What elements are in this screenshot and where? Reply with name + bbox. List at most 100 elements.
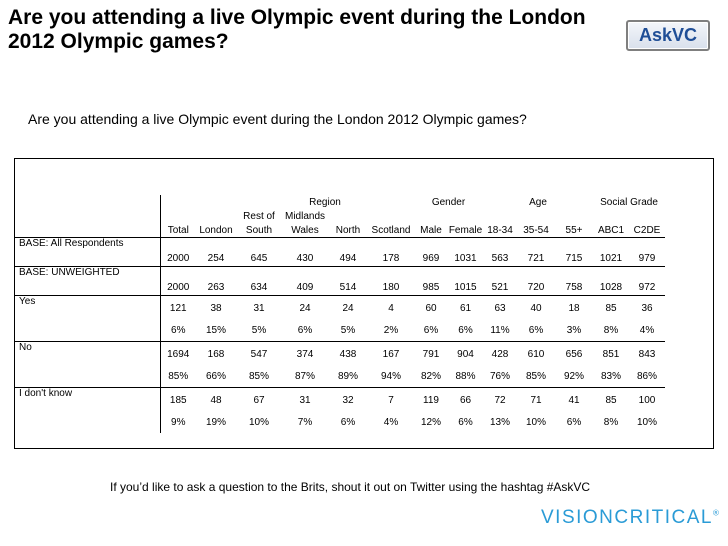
table-cell: 85% [525,371,546,382]
group-header-gender: Gender [431,196,466,208]
column-header-top [448,209,483,223]
row-label: BASE: UNWEIGHTED [15,266,161,296]
table-cell: 721 [517,237,555,267]
crosstab-table: Region Gender Age Social Grade Rest of Mi… [15,195,665,433]
table-cell: 4% [639,325,655,336]
table-cell: 2000 [160,266,196,296]
table-cell: 82% [420,371,441,382]
column-header-top [328,209,368,223]
table-cell: 94% [380,371,401,382]
column-header: Female [448,224,483,236]
column-header-top [483,209,517,223]
table-cell: 610 [517,341,555,366]
column-header: North [335,224,361,236]
askvc-badge: AskVC [626,20,710,51]
table-cell: 758 [555,266,593,296]
table-cell: 60 [414,295,448,320]
column-header: C2DE [633,224,661,236]
page-title: Are you attending a live Olympic event d… [8,6,586,53]
table-cell: 9% [171,417,186,428]
column-header: ABC1 [597,224,625,236]
column-header: London [199,224,233,236]
table-cell: 100 [629,387,665,412]
row-label: No [15,341,161,366]
column-header-top [517,209,555,223]
table-cell: 185 [160,387,196,412]
table-cell: 791 [414,341,448,366]
base-row-unweighted: BASE: UNWEIGHTED 2000 263 634 409 514 180 985 10… [15,266,665,296]
question-text: Are you attending a live Olympic event d… [28,111,527,127]
table-cell: 1031 [448,237,483,267]
table-cell: 12% [420,417,441,428]
table-cell: 494 [328,237,368,267]
table-cell: 438 [328,341,368,366]
table-cell: 6% [423,325,439,336]
table-cell: 563 [483,237,517,267]
table-cell: 92% [563,371,584,382]
table-cell: 31 [282,387,328,412]
column-header-top [629,209,665,223]
answer-row-percents: 6% 15% 5% 6% 5% 2% 6% 6% 11% 6% 3% 8% 4% [15,320,665,342]
table-cell: 6% [566,417,582,428]
answer-row-counts: Yes 121 38 31 24 24 4 60 61 63 40 18 85 36 [15,295,665,320]
table-cell: 89% [337,371,358,382]
table-cell: 1028 [593,266,629,296]
row-label [15,412,161,433]
crosstab-frame: Region Gender Age Social Grade Rest of Mi… [14,158,714,449]
table-cell: 38 [196,295,236,320]
table-cell: 178 [368,237,414,267]
table-cell: 32 [328,387,368,412]
answer-row-counts: I don't know 185 48 67 31 32 7 119 66 72 71 41 85 100 [15,387,665,412]
table-cell: 521 [483,266,517,296]
column-header: South [245,224,273,236]
table-cell: 11% [490,325,510,336]
table-cell: 428 [483,341,517,366]
column-header-row-1: Rest of Midlands [15,209,665,223]
table-cell: 985 [414,266,448,296]
group-header-row: Region Gender Age Social Grade [15,195,665,209]
table-cell: 6% [458,417,473,428]
table-cell: 2000 [160,237,196,267]
table-cell: 656 [555,341,593,366]
table-cell: 180 [368,266,414,296]
table-cell: 67 [236,387,282,412]
table-cell: 63 [483,295,517,320]
table-cell: 645 [236,237,282,267]
column-header-top [414,209,448,223]
column-header-top [555,209,593,223]
table-cell: 85% [248,371,269,382]
table-cell: 1021 [593,237,629,267]
column-header-row-2: Total London South Wales North Scotland Male Fe… [15,223,665,238]
table-cell: 61 [448,295,483,320]
table-cell: 18 [555,295,593,320]
table-cell: 15% [205,325,226,336]
base-row-all: BASE: All Respondents 2000 254 645 430 494 178… [15,237,665,267]
column-header-top [196,209,236,223]
column-header-top [160,209,196,223]
table-cell: 66 [448,387,483,412]
table-cell: 48 [196,387,236,412]
footer-note: If you’d like to ask a question to the B… [110,480,591,494]
table-cell: 83% [600,371,621,382]
table-cell: 41 [555,387,593,412]
table-cell: 168 [196,341,236,366]
table-cell: 430 [282,237,328,267]
table-cell: 7 [368,387,414,412]
row-label: I don't know [15,387,161,412]
table-cell: 6% [340,417,356,428]
table-cell: 634 [236,266,282,296]
group-header-region: Region [309,196,341,208]
table-cell: 254 [196,237,236,267]
table-cell: 85% [168,371,189,382]
table-cell: 904 [448,341,483,366]
group-header-age: Age [529,196,547,208]
table-cell: 85 [593,387,629,412]
table-cell: 3% [566,325,582,336]
column-header: Total [167,224,189,236]
table-cell: 6% [297,325,313,336]
column-header-top [593,209,629,223]
table-cell: 121 [160,295,196,320]
table-cell: 119 [414,387,448,412]
table-cell: 6% [458,325,473,336]
table-cell: 31 [236,295,282,320]
